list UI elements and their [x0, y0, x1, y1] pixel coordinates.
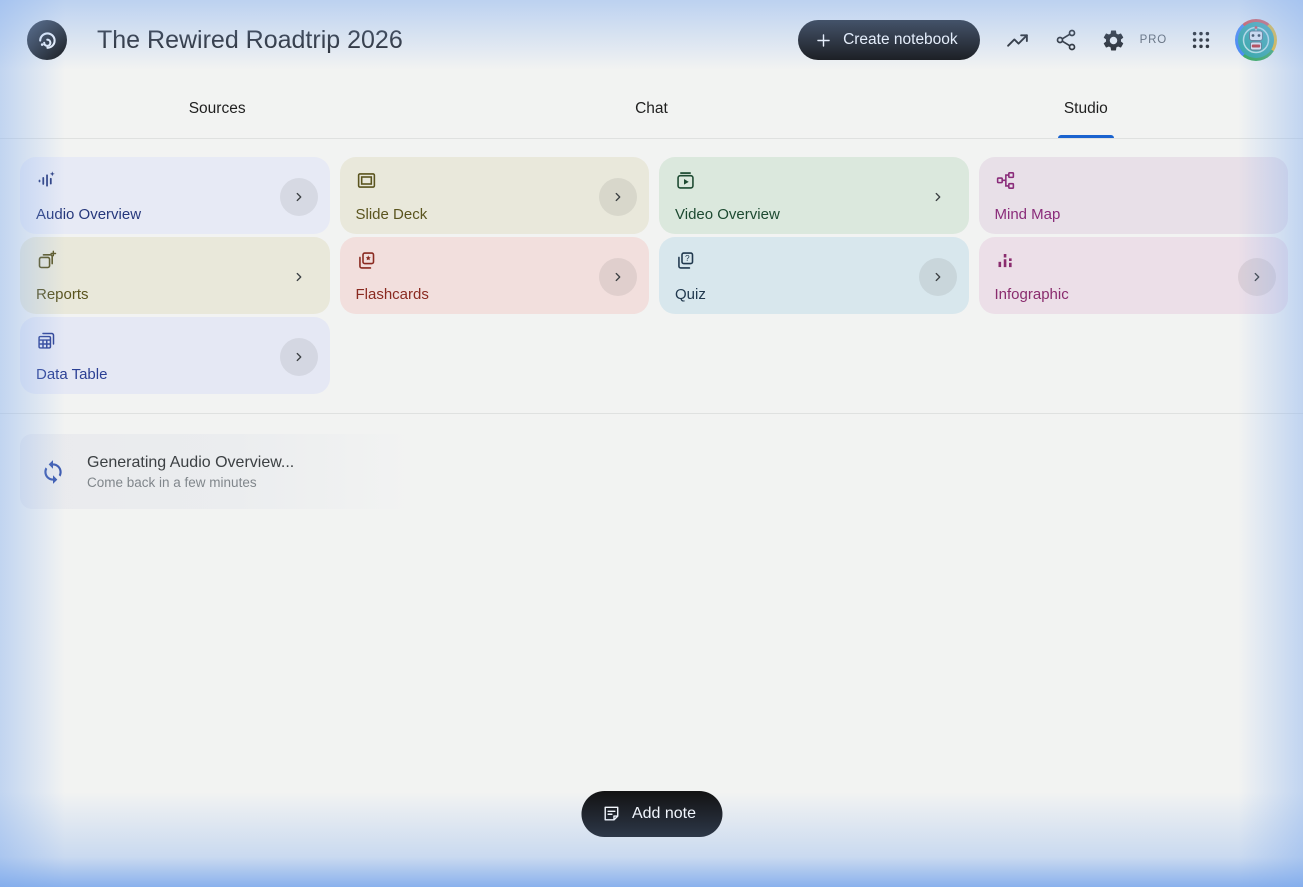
studio-card-flashcards[interactable]: Flashcards [339, 237, 649, 314]
slideshow-icon [356, 170, 428, 191]
report-stack-add-icon [36, 250, 89, 271]
studio-card-slide-deck[interactable]: Slide Deck [339, 157, 649, 234]
chevron-right-icon[interactable] [279, 177, 318, 216]
audio-waveform-sparkle-icon [36, 170, 141, 191]
notes-area: Generating Audio Overview... Come back i… [0, 413, 1303, 887]
studio-card-reports[interactable]: Reports [20, 237, 330, 314]
analytics-button[interactable] [994, 16, 1042, 64]
card-label: Reports [36, 286, 89, 303]
studio-card-mind-map[interactable]: Mind Map [978, 157, 1288, 234]
add-note-button[interactable]: Add note [580, 791, 723, 837]
chevron-right-icon[interactable] [280, 258, 318, 296]
tab-sources[interactable]: Sources [0, 80, 434, 138]
logo-wave-icon [39, 32, 56, 49]
share-icon [1056, 29, 1076, 51]
apps-grid-icon [1192, 31, 1210, 49]
google-apps-button[interactable] [1177, 16, 1225, 64]
tab-chat[interactable]: Chat [434, 80, 868, 138]
card-label: Infographic [994, 286, 1069, 303]
video-box-icon [675, 170, 780, 191]
flashcards-star-icon [356, 250, 429, 271]
sync-icon [40, 459, 66, 485]
bar-chart-icon [995, 250, 1069, 271]
pro-badge: PRO [1139, 34, 1167, 46]
chevron-right-icon[interactable] [919, 178, 957, 216]
audio-generation-status: Generating Audio Overview... Come back i… [20, 434, 412, 509]
generating-subtitle: Come back in a few minutes [87, 474, 257, 490]
studio-card-infographic[interactable]: Infographic [978, 237, 1288, 314]
tab-studio[interactable]: Studio [869, 80, 1303, 138]
tab-studio-label: Studio [1063, 100, 1108, 117]
create-notebook-button[interactable]: Create notebook [798, 20, 980, 60]
card-label: Quiz [675, 286, 706, 303]
studio-card-video-overview[interactable]: Video Overview [659, 157, 969, 234]
app-header: The Rewired Roadtrip 2026 Create noteboo… [0, 0, 1303, 80]
tab-chat-label: Chat [635, 100, 668, 117]
header-actions: Create notebook [798, 16, 1277, 64]
card-label: Flashcards [355, 286, 429, 303]
note-icon [604, 806, 618, 821]
active-tab-underline [1057, 135, 1114, 138]
create-notebook-label: Create notebook [843, 31, 958, 48]
generating-title: Generating Audio Overview... [87, 453, 295, 471]
chevron-right-icon[interactable] [918, 257, 957, 296]
notebook-title[interactable]: The Rewired Roadtrip 2026 [97, 25, 403, 54]
notebooklm-logo[interactable] [27, 20, 67, 60]
studio-card-data-table[interactable]: Data Table [20, 317, 330, 394]
settings-button[interactable] [1090, 16, 1138, 64]
data-table-icon [36, 330, 107, 351]
chevron-right-icon[interactable] [599, 177, 637, 216]
plus-icon [817, 33, 830, 47]
card-label: Mind Map [994, 206, 1061, 223]
trending-up-icon [1007, 33, 1028, 47]
add-note-label: Add note [631, 805, 697, 822]
chevron-right-icon[interactable] [279, 337, 318, 376]
tab-bar: Sources Chat Studio [0, 80, 1303, 139]
chevron-right-icon[interactable] [1238, 257, 1276, 296]
studio-card-audio-overview[interactable]: Audio Overview [20, 157, 330, 234]
settings-gear-icon [1103, 29, 1124, 50]
tab-sources-label: Sources [188, 100, 246, 117]
quiz-question-card-icon: ? [675, 250, 706, 271]
user-avatar[interactable] [1235, 19, 1277, 61]
studio-card-grid: Audio Overview Slide Deck [20, 157, 1288, 394]
card-label: Video Overview [675, 206, 780, 223]
chevron-right-icon[interactable] [599, 257, 637, 296]
card-label: Slide Deck [355, 206, 428, 223]
card-label: Audio Overview [36, 206, 142, 223]
robot-avatar-image [1238, 22, 1274, 58]
svg-text:?: ? [685, 253, 690, 263]
card-label: Data Table [36, 366, 108, 383]
studio-panel: Audio Overview Slide Deck [0, 139, 1303, 413]
studio-card-quiz[interactable]: ? Quiz [659, 237, 969, 314]
share-button[interactable] [1042, 16, 1090, 64]
mind-map-icon [995, 170, 1061, 191]
